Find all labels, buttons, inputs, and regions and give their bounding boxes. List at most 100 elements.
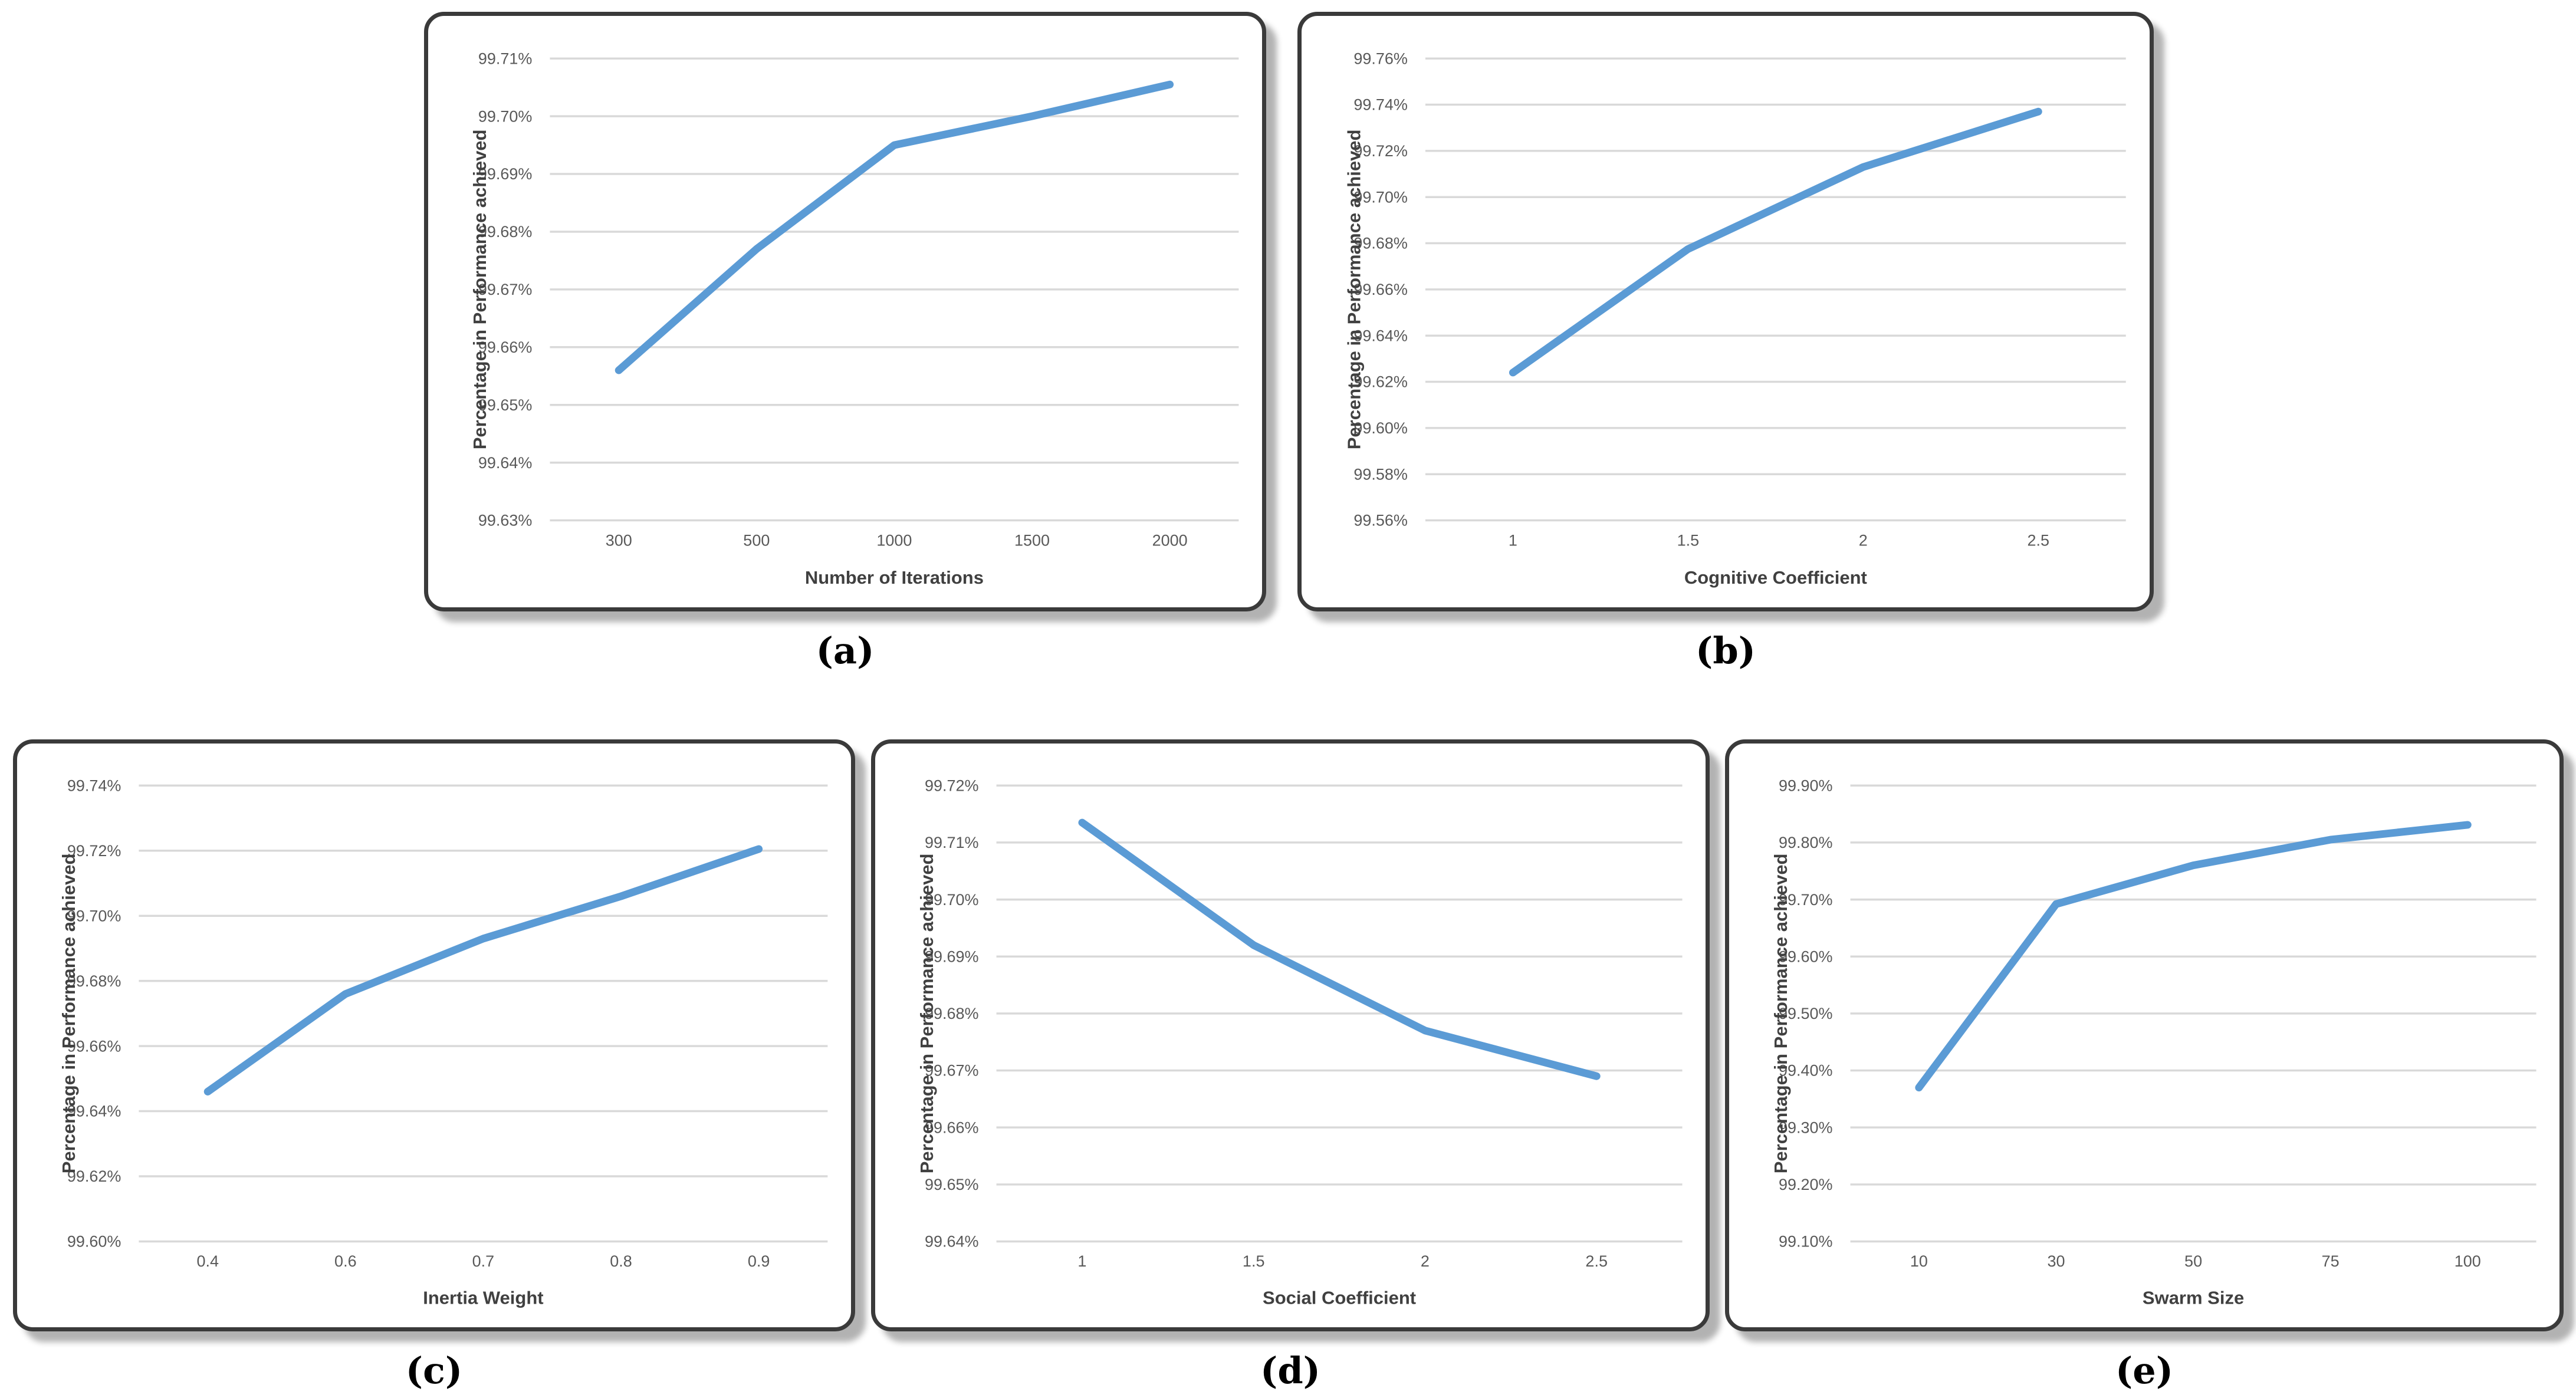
line-chart-iterations: 99.71% 99.70% 99.69% 99.68% 99.67% 99.66% 99.6… (469, 50, 1239, 588)
svg-text:0.7: 0.7 (472, 1252, 495, 1270)
svg-text:99.50%: 99.50% (1779, 1005, 1833, 1022)
caption-b: (b) (1695, 629, 1756, 672)
svg-text:Percentage in Performance achi: Percentage in Performance achieved (1770, 854, 1791, 1174)
svg-text:99.60%: 99.60% (1779, 948, 1833, 965)
svg-text:99.80%: 99.80% (1779, 834, 1833, 851)
svg-text:99.64%: 99.64% (925, 1233, 979, 1251)
svg-text:99.66%: 99.66% (67, 1037, 121, 1055)
svg-text:99.60%: 99.60% (67, 1233, 121, 1251)
svg-text:99.71%: 99.71% (478, 50, 533, 67)
svg-text:99.70%: 99.70% (67, 907, 121, 925)
svg-text:99.71%: 99.71% (925, 834, 979, 851)
svg-text:99.69%: 99.69% (925, 948, 979, 965)
svg-text:99.70%: 99.70% (925, 891, 979, 909)
svg-text:99.72%: 99.72% (925, 777, 979, 794)
svg-text:99.67%: 99.67% (925, 1062, 979, 1080)
svg-text:2.5: 2.5 (2027, 532, 2049, 550)
svg-text:1.5: 1.5 (1677, 532, 1700, 550)
svg-text:2000: 2000 (1152, 532, 1188, 550)
svg-text:99.20%: 99.20% (1779, 1176, 1833, 1193)
svg-text:2: 2 (1421, 1252, 1430, 1270)
svg-text:1: 1 (1077, 1252, 1086, 1270)
svg-text:99.66%: 99.66% (1353, 281, 1408, 298)
svg-text:2.5: 2.5 (1585, 1252, 1608, 1270)
caption-c: (c) (405, 1349, 463, 1392)
svg-text:0.8: 0.8 (610, 1252, 632, 1270)
chart-group-c: 99.74% 99.72% 99.70% 99.68% 99.66% 99.64% 99.6… (13, 739, 855, 1392)
svg-text:1.5: 1.5 (1243, 1252, 1265, 1270)
svg-text:99.62%: 99.62% (67, 1167, 121, 1185)
svg-text:99.30%: 99.30% (1779, 1119, 1833, 1136)
svg-text:99.70%: 99.70% (1779, 891, 1833, 909)
line-chart-inertia-weight: 99.74% 99.72% 99.70% 99.68% 99.66% 99.64% 99.6… (58, 777, 828, 1308)
svg-text:99.64%: 99.64% (1353, 327, 1408, 344)
svg-text:99.68%: 99.68% (478, 223, 533, 241)
chart-group-d: 99.72% 99.71% 99.70% 99.69% 99.68% 99.67% 99.6… (871, 739, 1710, 1392)
svg-text:0.6: 0.6 (334, 1252, 357, 1270)
svg-text:Cognitive Coefficient: Cognitive Coefficient (1684, 567, 1867, 588)
caption-d: (d) (1260, 1349, 1321, 1392)
svg-text:99.62%: 99.62% (1353, 373, 1408, 391)
svg-text:99.10%: 99.10% (1779, 1233, 1833, 1251)
svg-text:99.65%: 99.65% (478, 396, 533, 414)
line-chart-cognitive-coefficient: 99.76% 99.74% 99.72% 99.70% 99.68% 99.66% 99.6… (1344, 50, 2126, 588)
svg-text:Social Coefficient: Social Coefficient (1263, 1287, 1416, 1308)
chart-panel-d: 99.72% 99.71% 99.70% 99.69% 99.68% 99.67% 99.6… (871, 739, 1710, 1331)
chart-panel-c: 99.74% 99.72% 99.70% 99.68% 99.66% 99.64% 99.6… (13, 739, 855, 1331)
svg-text:Swarm Size: Swarm Size (2143, 1287, 2244, 1308)
svg-text:1000: 1000 (876, 532, 912, 550)
svg-text:99.74%: 99.74% (1353, 96, 1408, 114)
svg-text:Percentage in Performance achi: Percentage in Performance achieved (916, 854, 937, 1174)
caption-a: (a) (816, 629, 875, 672)
chart-group-b: 99.76% 99.74% 99.72% 99.70% 99.68% 99.66% 99.6… (1297, 12, 2154, 672)
svg-text:0.9: 0.9 (748, 1252, 770, 1270)
svg-text:99.67%: 99.67% (478, 281, 533, 298)
svg-text:500: 500 (743, 532, 770, 550)
svg-text:99.72%: 99.72% (1353, 142, 1408, 160)
svg-text:300: 300 (606, 532, 632, 550)
chart-panel-e: 99.90% 99.80% 99.70% 99.60% 99.50% 99.40% 99.3… (1725, 739, 2564, 1331)
svg-text:99.64%: 99.64% (67, 1103, 121, 1120)
line-chart-swarm-size: 99.90% 99.80% 99.70% 99.60% 99.50% 99.40% 99.3… (1770, 777, 2536, 1308)
svg-text:99.74%: 99.74% (67, 777, 121, 794)
svg-text:99.76%: 99.76% (1353, 50, 1408, 67)
svg-text:50: 50 (2184, 1252, 2202, 1270)
svg-text:99.72%: 99.72% (67, 842, 121, 860)
chart-group-e: 99.90% 99.80% 99.70% 99.60% 99.50% 99.40% 99.3… (1725, 739, 2564, 1392)
svg-text:2: 2 (1859, 532, 1868, 550)
svg-text:Percentage in Performance achi: Percentage in Performance achieved (1344, 130, 1365, 450)
svg-text:Number of Iterations: Number of Iterations (805, 567, 984, 588)
svg-text:1: 1 (1509, 532, 1517, 550)
svg-text:100: 100 (2455, 1252, 2481, 1270)
svg-text:Inertia Weight: Inertia Weight (423, 1287, 543, 1308)
line-chart-social-coefficient: 99.72% 99.71% 99.70% 99.69% 99.68% 99.67% 99.6… (916, 777, 1683, 1308)
chart-panel-b: 99.76% 99.74% 99.72% 99.70% 99.68% 99.66% 99.6… (1297, 12, 2154, 611)
svg-text:99.60%: 99.60% (1353, 419, 1408, 437)
svg-text:99.69%: 99.69% (478, 165, 533, 183)
svg-text:99.58%: 99.58% (1353, 465, 1408, 483)
svg-text:99.70%: 99.70% (1353, 188, 1408, 206)
svg-text:99.66%: 99.66% (478, 338, 533, 356)
svg-text:Percentage in Performance achi: Percentage in Performance achieved (58, 854, 79, 1174)
svg-text:99.68%: 99.68% (925, 1005, 979, 1022)
svg-text:99.70%: 99.70% (478, 107, 533, 125)
svg-text:0.4: 0.4 (196, 1252, 219, 1270)
svg-text:1500: 1500 (1014, 532, 1050, 550)
caption-e: (e) (2115, 1349, 2174, 1392)
svg-text:99.65%: 99.65% (925, 1176, 979, 1193)
svg-text:99.90%: 99.90% (1779, 777, 1833, 794)
svg-text:99.66%: 99.66% (925, 1119, 979, 1136)
svg-text:75: 75 (2322, 1252, 2340, 1270)
chart-panel-a: 99.71% 99.70% 99.69% 99.68% 99.67% 99.66% 99.6… (424, 12, 1266, 611)
svg-text:99.68%: 99.68% (1353, 235, 1408, 252)
svg-text:10: 10 (1910, 1252, 1928, 1270)
svg-text:99.64%: 99.64% (478, 454, 533, 472)
svg-text:99.56%: 99.56% (1353, 512, 1408, 529)
svg-text:30: 30 (2047, 1252, 2065, 1270)
svg-text:99.40%: 99.40% (1779, 1062, 1833, 1080)
chart-group-a: 99.71% 99.70% 99.69% 99.68% 99.67% 99.66% 99.6… (424, 12, 1266, 672)
svg-text:99.63%: 99.63% (478, 512, 533, 529)
svg-text:99.68%: 99.68% (67, 972, 121, 990)
svg-text:Percentage in Performance achi: Percentage in Performance achieved (469, 130, 490, 450)
